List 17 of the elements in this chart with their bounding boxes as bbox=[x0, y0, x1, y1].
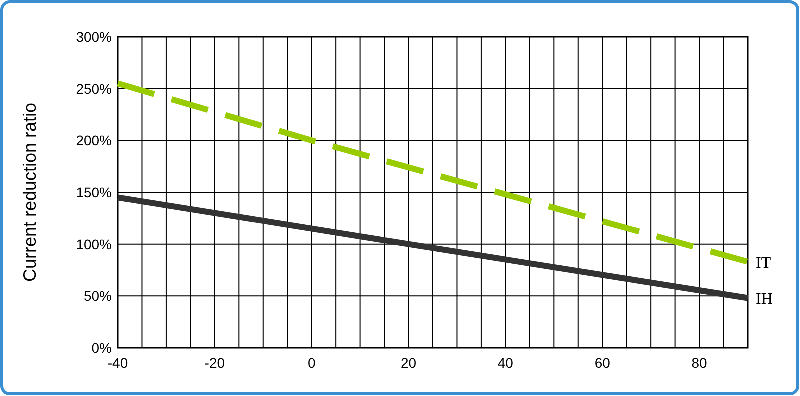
y-axis-title: Current reduction ratio bbox=[20, 102, 40, 282]
y-tick-label: 0% bbox=[92, 340, 112, 356]
x-tick-label: 60 bbox=[594, 355, 611, 371]
x-tick-label: -40 bbox=[108, 355, 128, 371]
y-tick-label: 250% bbox=[76, 80, 112, 97]
series-label: IT bbox=[756, 254, 772, 272]
x-tick-label: 80 bbox=[692, 355, 708, 371]
x-tick-label: 0 bbox=[308, 355, 316, 371]
y-tick-label: 50% bbox=[84, 288, 112, 304]
y-tick-label: 300% bbox=[76, 29, 112, 45]
x-tick-label: 40 bbox=[498, 355, 514, 371]
series-label: IH bbox=[756, 291, 774, 308]
y-tick-label: 200% bbox=[76, 132, 112, 149]
y-tick-label: 150% bbox=[76, 184, 112, 200]
y-tick-label: 100% bbox=[76, 236, 112, 252]
x-tick-label: 20 bbox=[400, 355, 417, 371]
x-tick-label: -20 bbox=[204, 355, 226, 371]
